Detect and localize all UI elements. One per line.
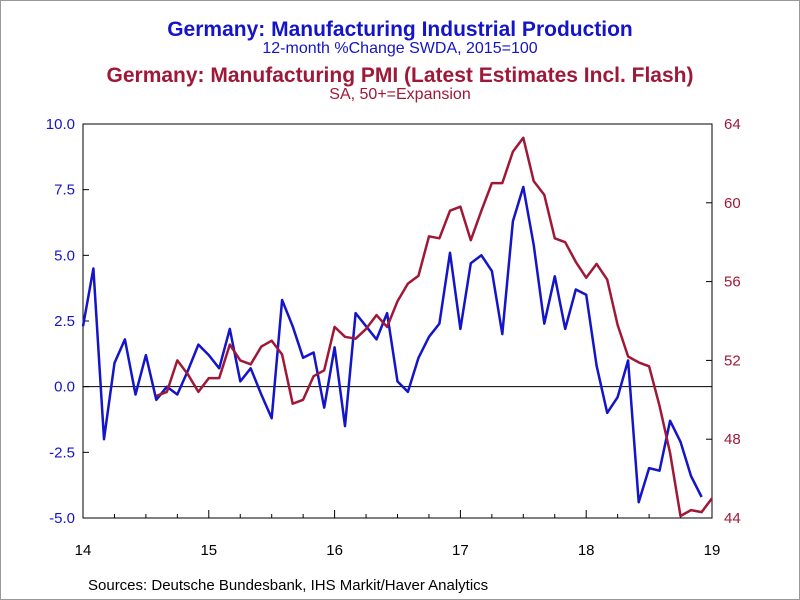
right-axis-tick-label: 44 bbox=[724, 510, 741, 527]
left-axis-tick-label: 5.0 bbox=[54, 247, 75, 264]
left-axis-tick-label: 7.5 bbox=[54, 182, 75, 199]
x-axis-tick-label: 14 bbox=[75, 542, 92, 559]
x-axis-tick-label: 16 bbox=[326, 542, 343, 559]
pmi-line bbox=[155, 136, 713, 518]
ip-title: Germany: Manufacturing Industrial Produc… bbox=[167, 18, 633, 41]
right-axis-tick-label: 60 bbox=[724, 195, 741, 212]
pmi-title: Germany: Manufacturing PMI (Latest Estim… bbox=[106, 64, 694, 87]
industrial-production-line bbox=[81, 185, 703, 504]
left-axis-tick-label: -5.0 bbox=[49, 510, 75, 527]
ip-subtitle: 12-month %Change SWDA, 2015=100 bbox=[262, 40, 538, 57]
left-axis-tick-label: 10.0 bbox=[46, 116, 75, 133]
right-axis-tick-label: 48 bbox=[724, 431, 741, 448]
left-axis-tick-label: 2.5 bbox=[54, 313, 75, 330]
x-axis-tick-label: 15 bbox=[200, 542, 217, 559]
pmi-subtitle: SA, 50+=Expansion bbox=[329, 86, 471, 103]
x-axis-tick-label: 19 bbox=[704, 542, 721, 559]
plot-area bbox=[82, 123, 713, 519]
x-axis-tick-label: 17 bbox=[452, 542, 469, 559]
left-axis-tick-label: -2.5 bbox=[49, 444, 75, 461]
right-axis-tick-label: 52 bbox=[724, 352, 741, 369]
x-axis-tick-label: 18 bbox=[578, 542, 595, 559]
right-axis-tick-label: 64 bbox=[724, 116, 741, 133]
source-note: Sources: Deutsche Bundesbank, IHS Markit… bbox=[88, 577, 489, 594]
right-axis-tick-label: 56 bbox=[724, 274, 741, 291]
left-axis-tick-label: 0.0 bbox=[54, 379, 75, 396]
